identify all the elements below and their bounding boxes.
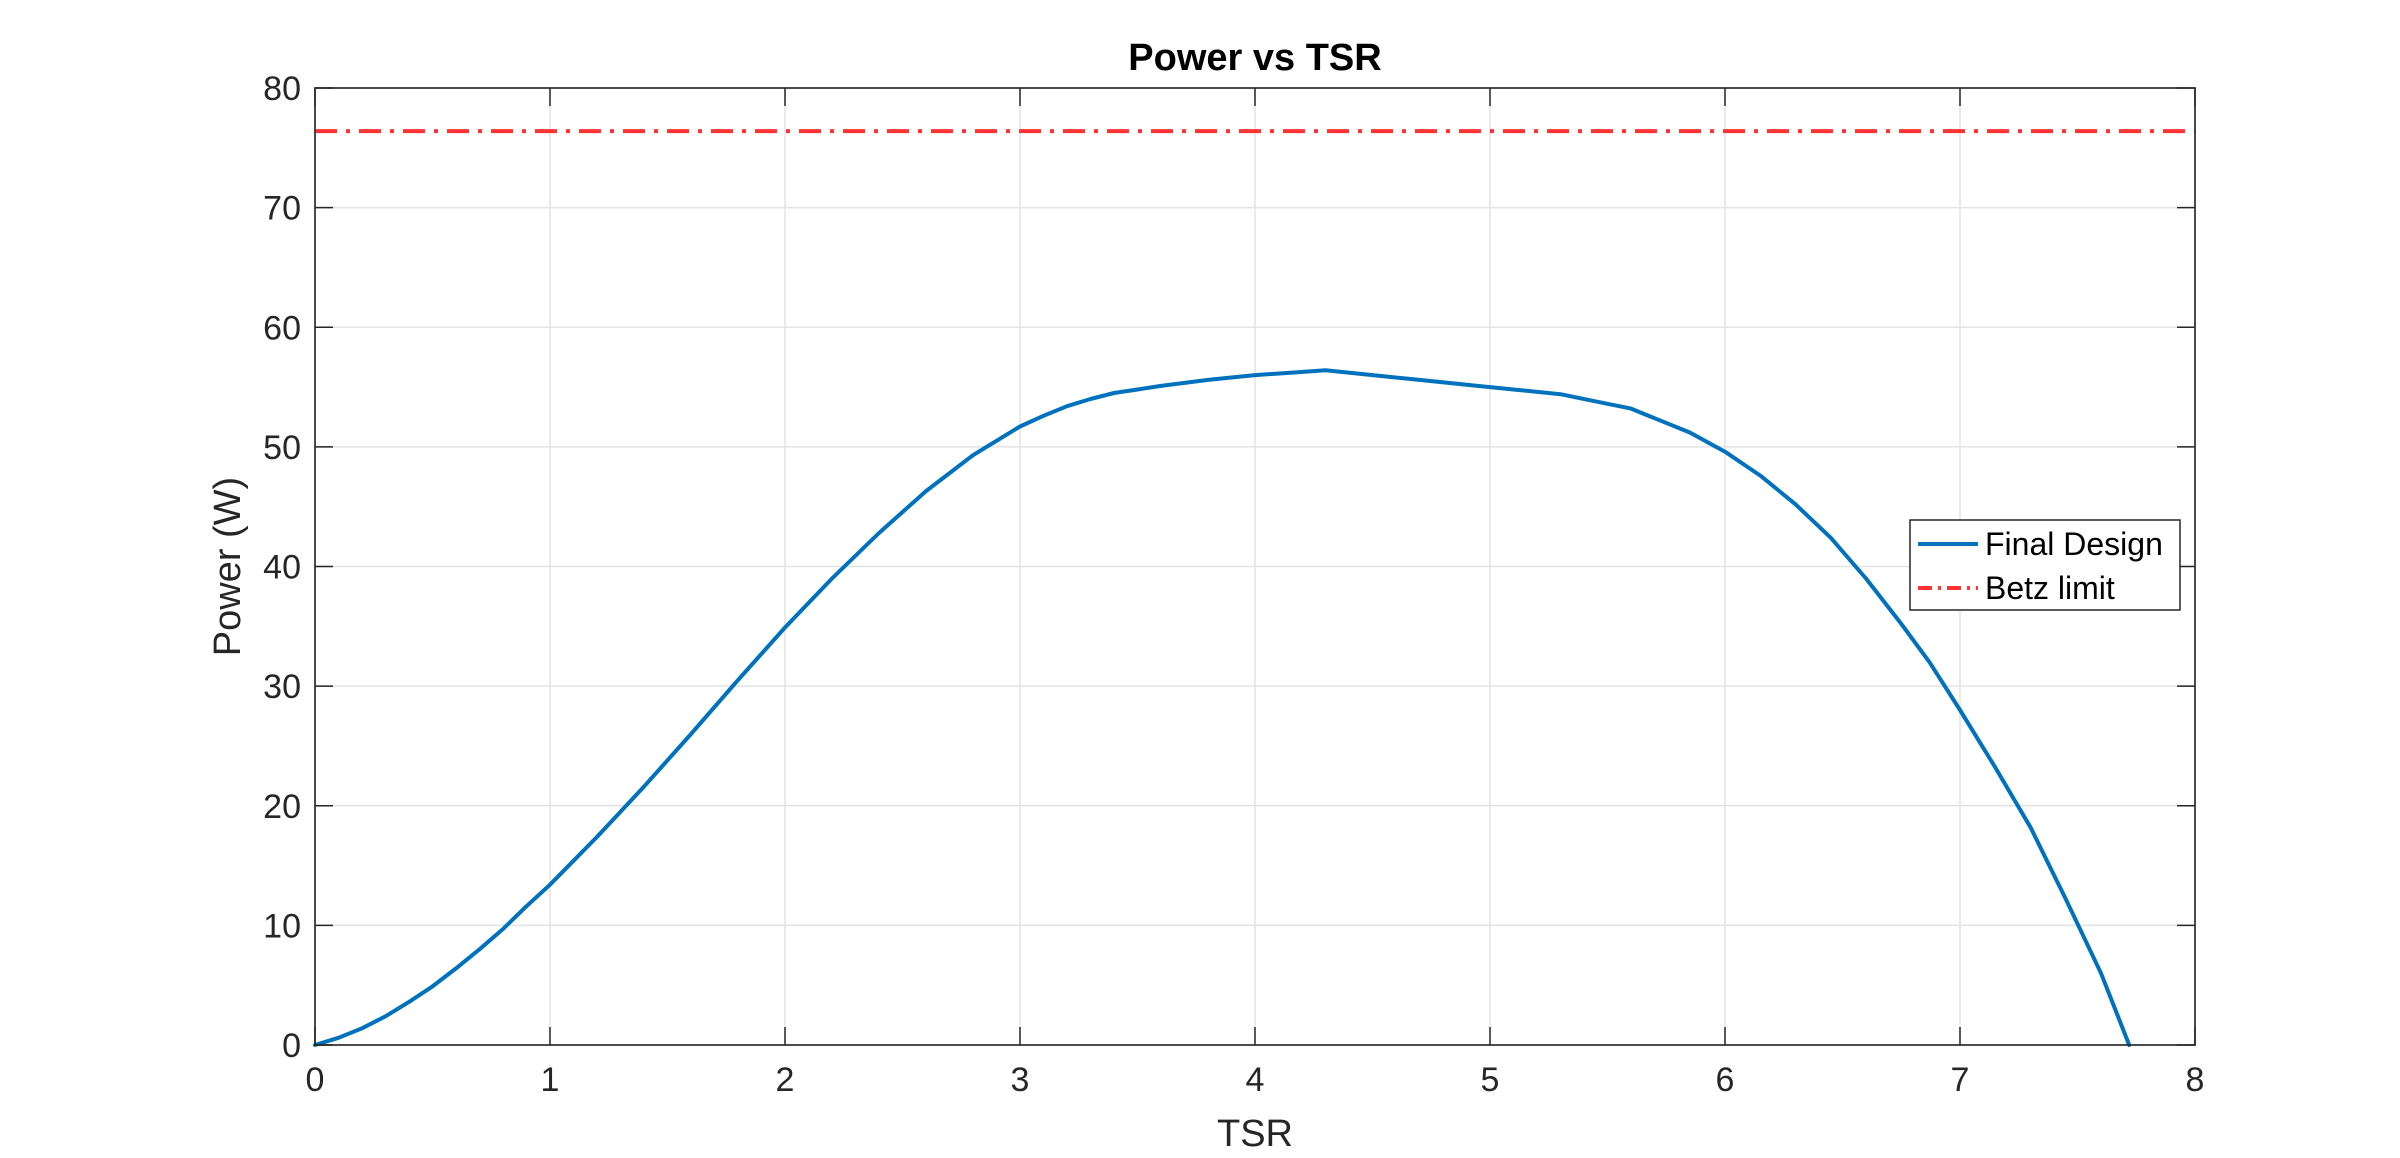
y-tick-label: 80 xyxy=(263,70,301,108)
x-axis-label: TSR xyxy=(1217,1113,1293,1155)
series-line-1 xyxy=(313,368,2132,1047)
x-tick-label: 5 xyxy=(1481,1061,1500,1099)
legend: Final Design Betz limit xyxy=(1909,519,2181,611)
y-tick-label: 30 xyxy=(263,668,301,706)
x-tick-label: 7 xyxy=(1951,1061,1970,1099)
y-tick-label: 20 xyxy=(263,788,301,826)
y-tick-label: 0 xyxy=(282,1027,301,1065)
y-tick-label: 40 xyxy=(263,549,301,587)
x-tick-label: 2 xyxy=(776,1061,795,1099)
y-tick-label: 60 xyxy=(263,309,301,347)
chart-title: Power vs TSR xyxy=(1128,37,1381,79)
y-tick-label: 50 xyxy=(263,429,301,467)
y-tick-label: 10 xyxy=(263,907,301,945)
legend-label-2: Betz limit xyxy=(1985,570,2115,606)
y-tick-label: 70 xyxy=(263,190,301,228)
x-tick-label: 0 xyxy=(306,1061,325,1099)
y-tick-labels: 0 10 20 30 40 50 60 70 80 xyxy=(263,70,301,1065)
legend-label-1: Final Design xyxy=(1985,526,2163,562)
y-axis-label: Power (W) xyxy=(207,477,249,656)
x-tick-label: 4 xyxy=(1246,1061,1265,1099)
x-tick-label: 6 xyxy=(1716,1061,1735,1099)
x-tick-labels: 0 1 2 3 4 5 6 7 8 xyxy=(306,1061,2205,1099)
plot-border xyxy=(314,87,2196,1046)
x-tick-label: 1 xyxy=(541,1061,560,1099)
x-tick-label: 3 xyxy=(1011,1061,1030,1099)
series-layer xyxy=(313,129,2195,1047)
legend-box xyxy=(1909,519,2181,611)
tick-marks xyxy=(314,87,2196,1046)
x-tick-label: 8 xyxy=(2186,1061,2205,1099)
